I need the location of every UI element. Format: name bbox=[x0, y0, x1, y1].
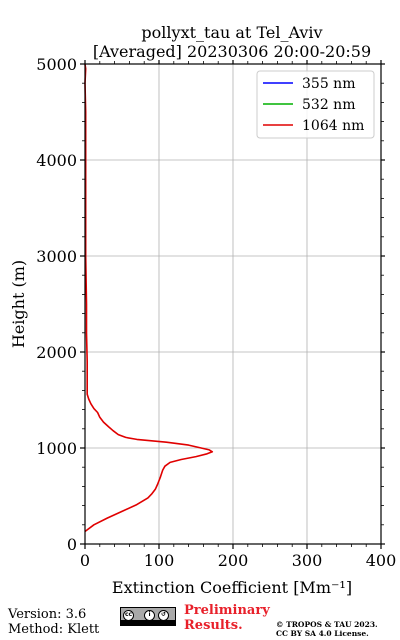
y-tick-label: 1000 bbox=[36, 439, 77, 458]
x-tick-label: 100 bbox=[144, 551, 175, 570]
x-axis-label: Extinction Coefficient [Mm⁻¹] bbox=[112, 578, 352, 597]
chart-title: pollyxt_tau at Tel_Aviv bbox=[141, 23, 322, 42]
copyright-notice: © TROPOS & TAU 2023. CC BY SA 4.0 Licens… bbox=[276, 620, 378, 638]
x-tick-label: 0 bbox=[80, 551, 90, 570]
legend-entry: 355 nm bbox=[302, 76, 355, 92]
y-tick-label: 3000 bbox=[36, 247, 77, 266]
preliminary-line-1: Preliminary bbox=[184, 603, 270, 618]
preliminary-notice: Preliminary Results. bbox=[184, 603, 270, 633]
x-tick-label: 200 bbox=[218, 551, 249, 570]
y-tick-label: 5000 bbox=[36, 55, 77, 74]
y-tick-label: 0 bbox=[67, 535, 77, 554]
legend-entry: 1064 nm bbox=[302, 118, 364, 134]
method-label: Method: Klett bbox=[8, 622, 100, 637]
x-tick-label: 300 bbox=[292, 551, 323, 570]
x-tick-label: 400 bbox=[366, 551, 397, 570]
copyright-line-1: © TROPOS & TAU 2023. bbox=[276, 620, 378, 629]
version-label: Version: 3.6 bbox=[8, 607, 87, 622]
y-axis-label: Height (m) bbox=[9, 260, 28, 348]
series-line-1064-nm bbox=[84, 63, 214, 533]
footer-info: Version: 3.6 Method: Klett bbox=[8, 607, 99, 637]
preliminary-line-2: Results. bbox=[184, 618, 243, 633]
y-tick-label: 4000 bbox=[36, 151, 77, 170]
legend: 355 nm 532 nm 1064 nm bbox=[256, 70, 375, 139]
legend-entry: 532 nm bbox=[302, 97, 355, 113]
cc-by-sa-icon: cc i ↺ bbox=[120, 607, 176, 626]
chart-subtitle: [Averaged] 20230306 20:00-20:59 bbox=[93, 42, 371, 61]
y-tick-label: 2000 bbox=[36, 343, 77, 362]
copyright-line-2: CC BY SA 4.0 License. bbox=[276, 629, 369, 638]
legend-box bbox=[256, 70, 375, 139]
